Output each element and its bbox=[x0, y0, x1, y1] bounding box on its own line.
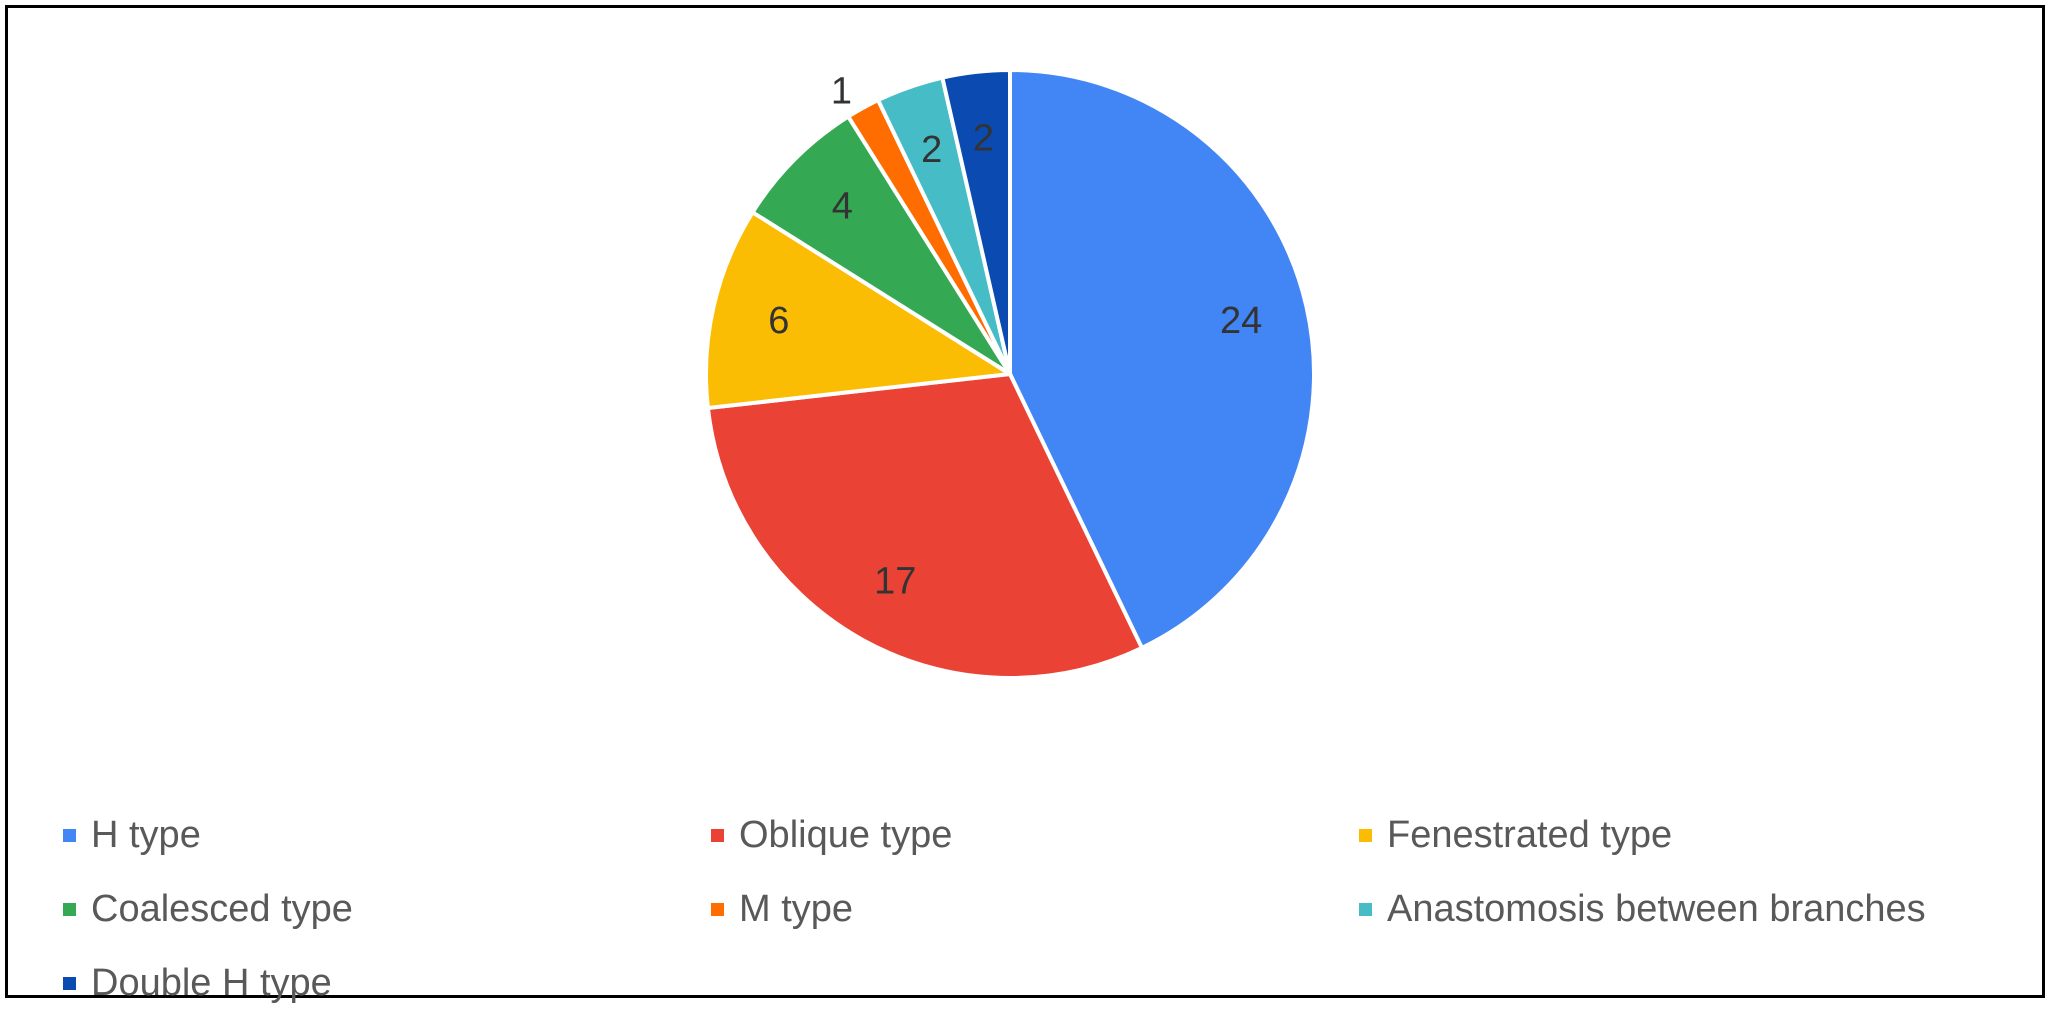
legend-item-anastomosis-between-branches: Anastomosis between branches bbox=[1359, 872, 2007, 946]
pie-slice-fenestrated-type bbox=[704, 210, 1012, 411]
legend: H type Oblique type Fenestrated type Coales… bbox=[63, 798, 2023, 1020]
legend-swatch bbox=[711, 828, 724, 842]
legend-item-fenestrated-type: Fenestrated type bbox=[1359, 798, 2007, 872]
legend-swatch bbox=[1359, 902, 1372, 916]
legend-item-m-type: M type bbox=[711, 872, 1359, 946]
data-label-oblique-type: 17 bbox=[874, 561, 916, 603]
pie-data-labels: 24 17 6 4 1 2 2 bbox=[768, 70, 1262, 602]
pie-slice-double-h-type bbox=[940, 68, 1012, 376]
pie-slices bbox=[704, 68, 1316, 680]
legend-label: Coalesced type bbox=[91, 887, 353, 930]
legend-label: Fenestrated type bbox=[1387, 813, 1673, 856]
legend-swatch bbox=[63, 828, 76, 842]
data-label-fenestrated-type: 6 bbox=[768, 300, 789, 342]
pie-slice-oblique-type bbox=[705, 372, 1144, 680]
data-label-m-type: 1 bbox=[831, 70, 852, 112]
legend-label: M type bbox=[739, 887, 854, 930]
data-label-h-type: 24 bbox=[1220, 300, 1262, 342]
legend-item-h-type: H type bbox=[63, 798, 711, 872]
legend-swatch bbox=[63, 902, 76, 916]
legend-label: Anastomosis between branches bbox=[1387, 887, 1926, 930]
pie-slice-h-type bbox=[1008, 68, 1316, 650]
legend-label: Double H type bbox=[91, 961, 332, 1004]
legend-item-double-h-type: Double H type bbox=[63, 946, 711, 1020]
data-label-double-h-type: 2 bbox=[973, 117, 994, 159]
pie-slice-coalesced-type bbox=[750, 114, 1012, 376]
chart-frame: 24 17 6 4 1 2 2 H type Oblique type Fenestrated … bbox=[5, 5, 2045, 1004]
legend-item-oblique-type: Oblique type bbox=[711, 798, 1359, 872]
pie-chart: 24 17 6 4 1 2 2 bbox=[704, 68, 1316, 680]
legend-swatch bbox=[1359, 828, 1372, 842]
data-label-anastomosis-between-branches: 2 bbox=[921, 129, 942, 171]
data-label-coalesced-type: 4 bbox=[832, 185, 853, 227]
legend-label: H type bbox=[91, 813, 201, 856]
legend-item-coalesced-type: Coalesced type bbox=[63, 872, 711, 946]
legend-label: Oblique type bbox=[739, 813, 953, 856]
legend-swatch bbox=[63, 976, 76, 990]
legend-swatch bbox=[711, 902, 724, 916]
